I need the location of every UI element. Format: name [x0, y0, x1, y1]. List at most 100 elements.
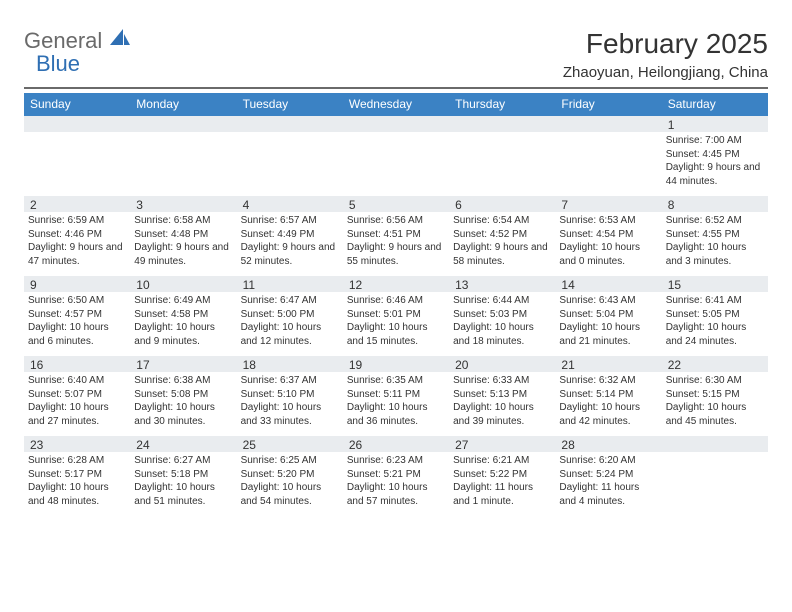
calendar: Sunday Monday Tuesday Wednesday Thursday… [24, 93, 768, 516]
day-number: 10 [130, 276, 236, 292]
daylight-text: Daylight: 9 hours and 52 minutes. [241, 241, 339, 268]
daylight-text: Daylight: 11 hours and 4 minutes. [559, 481, 657, 508]
sunset-text: Sunset: 5:17 PM [28, 468, 126, 482]
sunrise-text: Sunrise: 6:38 AM [134, 374, 232, 388]
sunset-text: Sunset: 4:54 PM [559, 228, 657, 242]
daylight-text: Daylight: 9 hours and 55 minutes. [347, 241, 445, 268]
week-row: Sunrise: 6:28 AMSunset: 5:17 PMDaylight:… [24, 452, 768, 516]
sunrise-text: Sunrise: 6:41 AM [666, 294, 764, 308]
daylight-text: Daylight: 10 hours and 27 minutes. [28, 401, 126, 428]
day-cell [24, 132, 130, 196]
sunrise-text: Sunrise: 6:32 AM [559, 374, 657, 388]
daylight-text: Daylight: 10 hours and 12 minutes. [241, 321, 339, 348]
day-number: 26 [343, 436, 449, 452]
daynum-row: 2345678 [24, 196, 768, 212]
day-number: 15 [662, 276, 768, 292]
daylight-text: Daylight: 10 hours and 6 minutes. [28, 321, 126, 348]
sunset-text: Sunset: 5:20 PM [241, 468, 339, 482]
logo: General Blue [24, 28, 131, 77]
daynum-row: 232425262728 [24, 436, 768, 452]
sunrise-text: Sunrise: 6:47 AM [241, 294, 339, 308]
day-cell: Sunrise: 6:38 AMSunset: 5:08 PMDaylight:… [130, 372, 236, 436]
day-number [555, 116, 661, 132]
sunset-text: Sunset: 5:14 PM [559, 388, 657, 402]
day-number [449, 116, 555, 132]
day-cell [343, 132, 449, 196]
day-number [130, 116, 236, 132]
day-number [24, 116, 130, 132]
daynum-row: 1 [24, 116, 768, 132]
daylight-text: Daylight: 11 hours and 1 minute. [453, 481, 551, 508]
sunrise-text: Sunrise: 6:23 AM [347, 454, 445, 468]
sunrise-text: Sunrise: 6:30 AM [666, 374, 764, 388]
sunrise-text: Sunrise: 6:52 AM [666, 214, 764, 228]
sunrise-text: Sunrise: 6:37 AM [241, 374, 339, 388]
sunrise-text: Sunrise: 6:33 AM [453, 374, 551, 388]
daylight-text: Daylight: 9 hours and 47 minutes. [28, 241, 126, 268]
day-cell [237, 132, 343, 196]
day-cell: Sunrise: 6:54 AMSunset: 4:52 PMDaylight:… [449, 212, 555, 276]
day-number: 17 [130, 356, 236, 372]
sunrise-text: Sunrise: 6:44 AM [453, 294, 551, 308]
day-number: 20 [449, 356, 555, 372]
day-number: 27 [449, 436, 555, 452]
sunrise-text: Sunrise: 6:43 AM [559, 294, 657, 308]
day-cell [449, 132, 555, 196]
day-cell: Sunrise: 6:23 AMSunset: 5:21 PMDaylight:… [343, 452, 449, 516]
sunrise-text: Sunrise: 6:25 AM [241, 454, 339, 468]
dow-monday: Monday [130, 93, 236, 116]
dow-tuesday: Tuesday [237, 93, 343, 116]
day-number [662, 436, 768, 452]
day-number: 13 [449, 276, 555, 292]
sunset-text: Sunset: 5:22 PM [453, 468, 551, 482]
day-number: 19 [343, 356, 449, 372]
sunset-text: Sunset: 5:04 PM [559, 308, 657, 322]
day-cell: Sunrise: 6:59 AMSunset: 4:46 PMDaylight:… [24, 212, 130, 276]
daylight-text: Daylight: 10 hours and 36 minutes. [347, 401, 445, 428]
day-cell: Sunrise: 6:33 AMSunset: 5:13 PMDaylight:… [449, 372, 555, 436]
sunrise-text: Sunrise: 6:50 AM [28, 294, 126, 308]
sail-icon [109, 28, 131, 51]
day-number [343, 116, 449, 132]
day-number: 5 [343, 196, 449, 212]
day-number: 6 [449, 196, 555, 212]
day-cell: Sunrise: 6:56 AMSunset: 4:51 PMDaylight:… [343, 212, 449, 276]
day-number: 18 [237, 356, 343, 372]
day-cell [130, 132, 236, 196]
sunset-text: Sunset: 5:01 PM [347, 308, 445, 322]
day-number: 8 [662, 196, 768, 212]
day-cell: Sunrise: 6:30 AMSunset: 5:15 PMDaylight:… [662, 372, 768, 436]
sunset-text: Sunset: 5:18 PM [134, 468, 232, 482]
daylight-text: Daylight: 10 hours and 48 minutes. [28, 481, 126, 508]
location: Zhaoyuan, Heilongjiang, China [563, 64, 768, 81]
day-cell [555, 132, 661, 196]
dow-saturday: Saturday [662, 93, 768, 116]
sunset-text: Sunset: 5:03 PM [453, 308, 551, 322]
daylight-text: Daylight: 10 hours and 24 minutes. [666, 321, 764, 348]
daylight-text: Daylight: 10 hours and 51 minutes. [134, 481, 232, 508]
daylight-text: Daylight: 10 hours and 30 minutes. [134, 401, 232, 428]
sunrise-text: Sunrise: 6:28 AM [28, 454, 126, 468]
daynum-row: 16171819202122 [24, 356, 768, 372]
sunset-text: Sunset: 4:58 PM [134, 308, 232, 322]
day-cell: Sunrise: 6:21 AMSunset: 5:22 PMDaylight:… [449, 452, 555, 516]
daylight-text: Daylight: 10 hours and 39 minutes. [453, 401, 551, 428]
sunset-text: Sunset: 4:49 PM [241, 228, 339, 242]
day-number: 9 [24, 276, 130, 292]
daylight-text: Daylight: 9 hours and 49 minutes. [134, 241, 232, 268]
day-number: 23 [24, 436, 130, 452]
sunset-text: Sunset: 4:57 PM [28, 308, 126, 322]
day-cell: Sunrise: 6:49 AMSunset: 4:58 PMDaylight:… [130, 292, 236, 356]
daylight-text: Daylight: 10 hours and 0 minutes. [559, 241, 657, 268]
sunrise-text: Sunrise: 6:58 AM [134, 214, 232, 228]
sunrise-text: Sunrise: 6:49 AM [134, 294, 232, 308]
day-cell: Sunrise: 7:00 AMSunset: 4:45 PMDaylight:… [662, 132, 768, 196]
day-number: 16 [24, 356, 130, 372]
sunset-text: Sunset: 5:13 PM [453, 388, 551, 402]
week-row: Sunrise: 6:50 AMSunset: 4:57 PMDaylight:… [24, 292, 768, 356]
sunset-text: Sunset: 5:00 PM [241, 308, 339, 322]
daylight-text: Daylight: 10 hours and 9 minutes. [134, 321, 232, 348]
week-row: Sunrise: 7:00 AMSunset: 4:45 PMDaylight:… [24, 132, 768, 196]
day-number: 7 [555, 196, 661, 212]
day-number: 2 [24, 196, 130, 212]
